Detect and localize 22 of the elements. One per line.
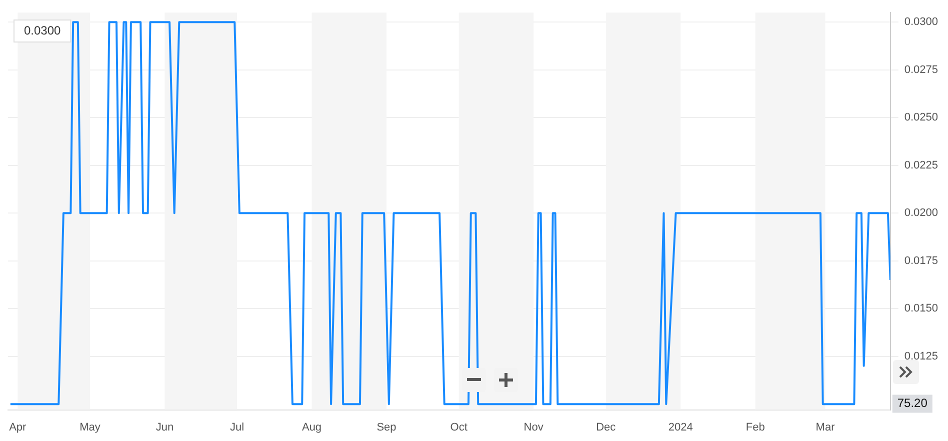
text: 75.20 (897, 396, 928, 410)
y-tick-label: 0.0125 (904, 350, 938, 362)
x-tick-label: Jul (230, 421, 244, 434)
annotation: 0.0300 (24, 23, 62, 38)
x-tick-label: Feb (746, 421, 765, 434)
x-tick-label: May (80, 421, 101, 434)
y-tick-label: 0.0200 (904, 207, 938, 220)
y-tick-label: 0.0175 (904, 254, 938, 267)
y-tick-label: 0.0150 (904, 302, 938, 315)
x-tick-label: Dec (596, 421, 616, 434)
x-tick-label: Mar (816, 421, 836, 434)
x-tick-label: Sep (376, 421, 396, 434)
x-tick-label: Nov (524, 421, 544, 434)
y-tick-label: 0.0225 (904, 159, 938, 172)
x-tick-label: 2024 (668, 421, 693, 434)
y-tick-label: 0.0275 (904, 64, 938, 76)
x-tick-label: Aug (302, 421, 322, 434)
x-tick-label: Apr (9, 421, 27, 434)
y-tick-label: 0.0300 (904, 16, 938, 28)
y-tick-label: 0.0250 (904, 112, 938, 124)
x-tick-label: Jun (156, 421, 174, 434)
x-tick-label: Oct (450, 421, 468, 434)
